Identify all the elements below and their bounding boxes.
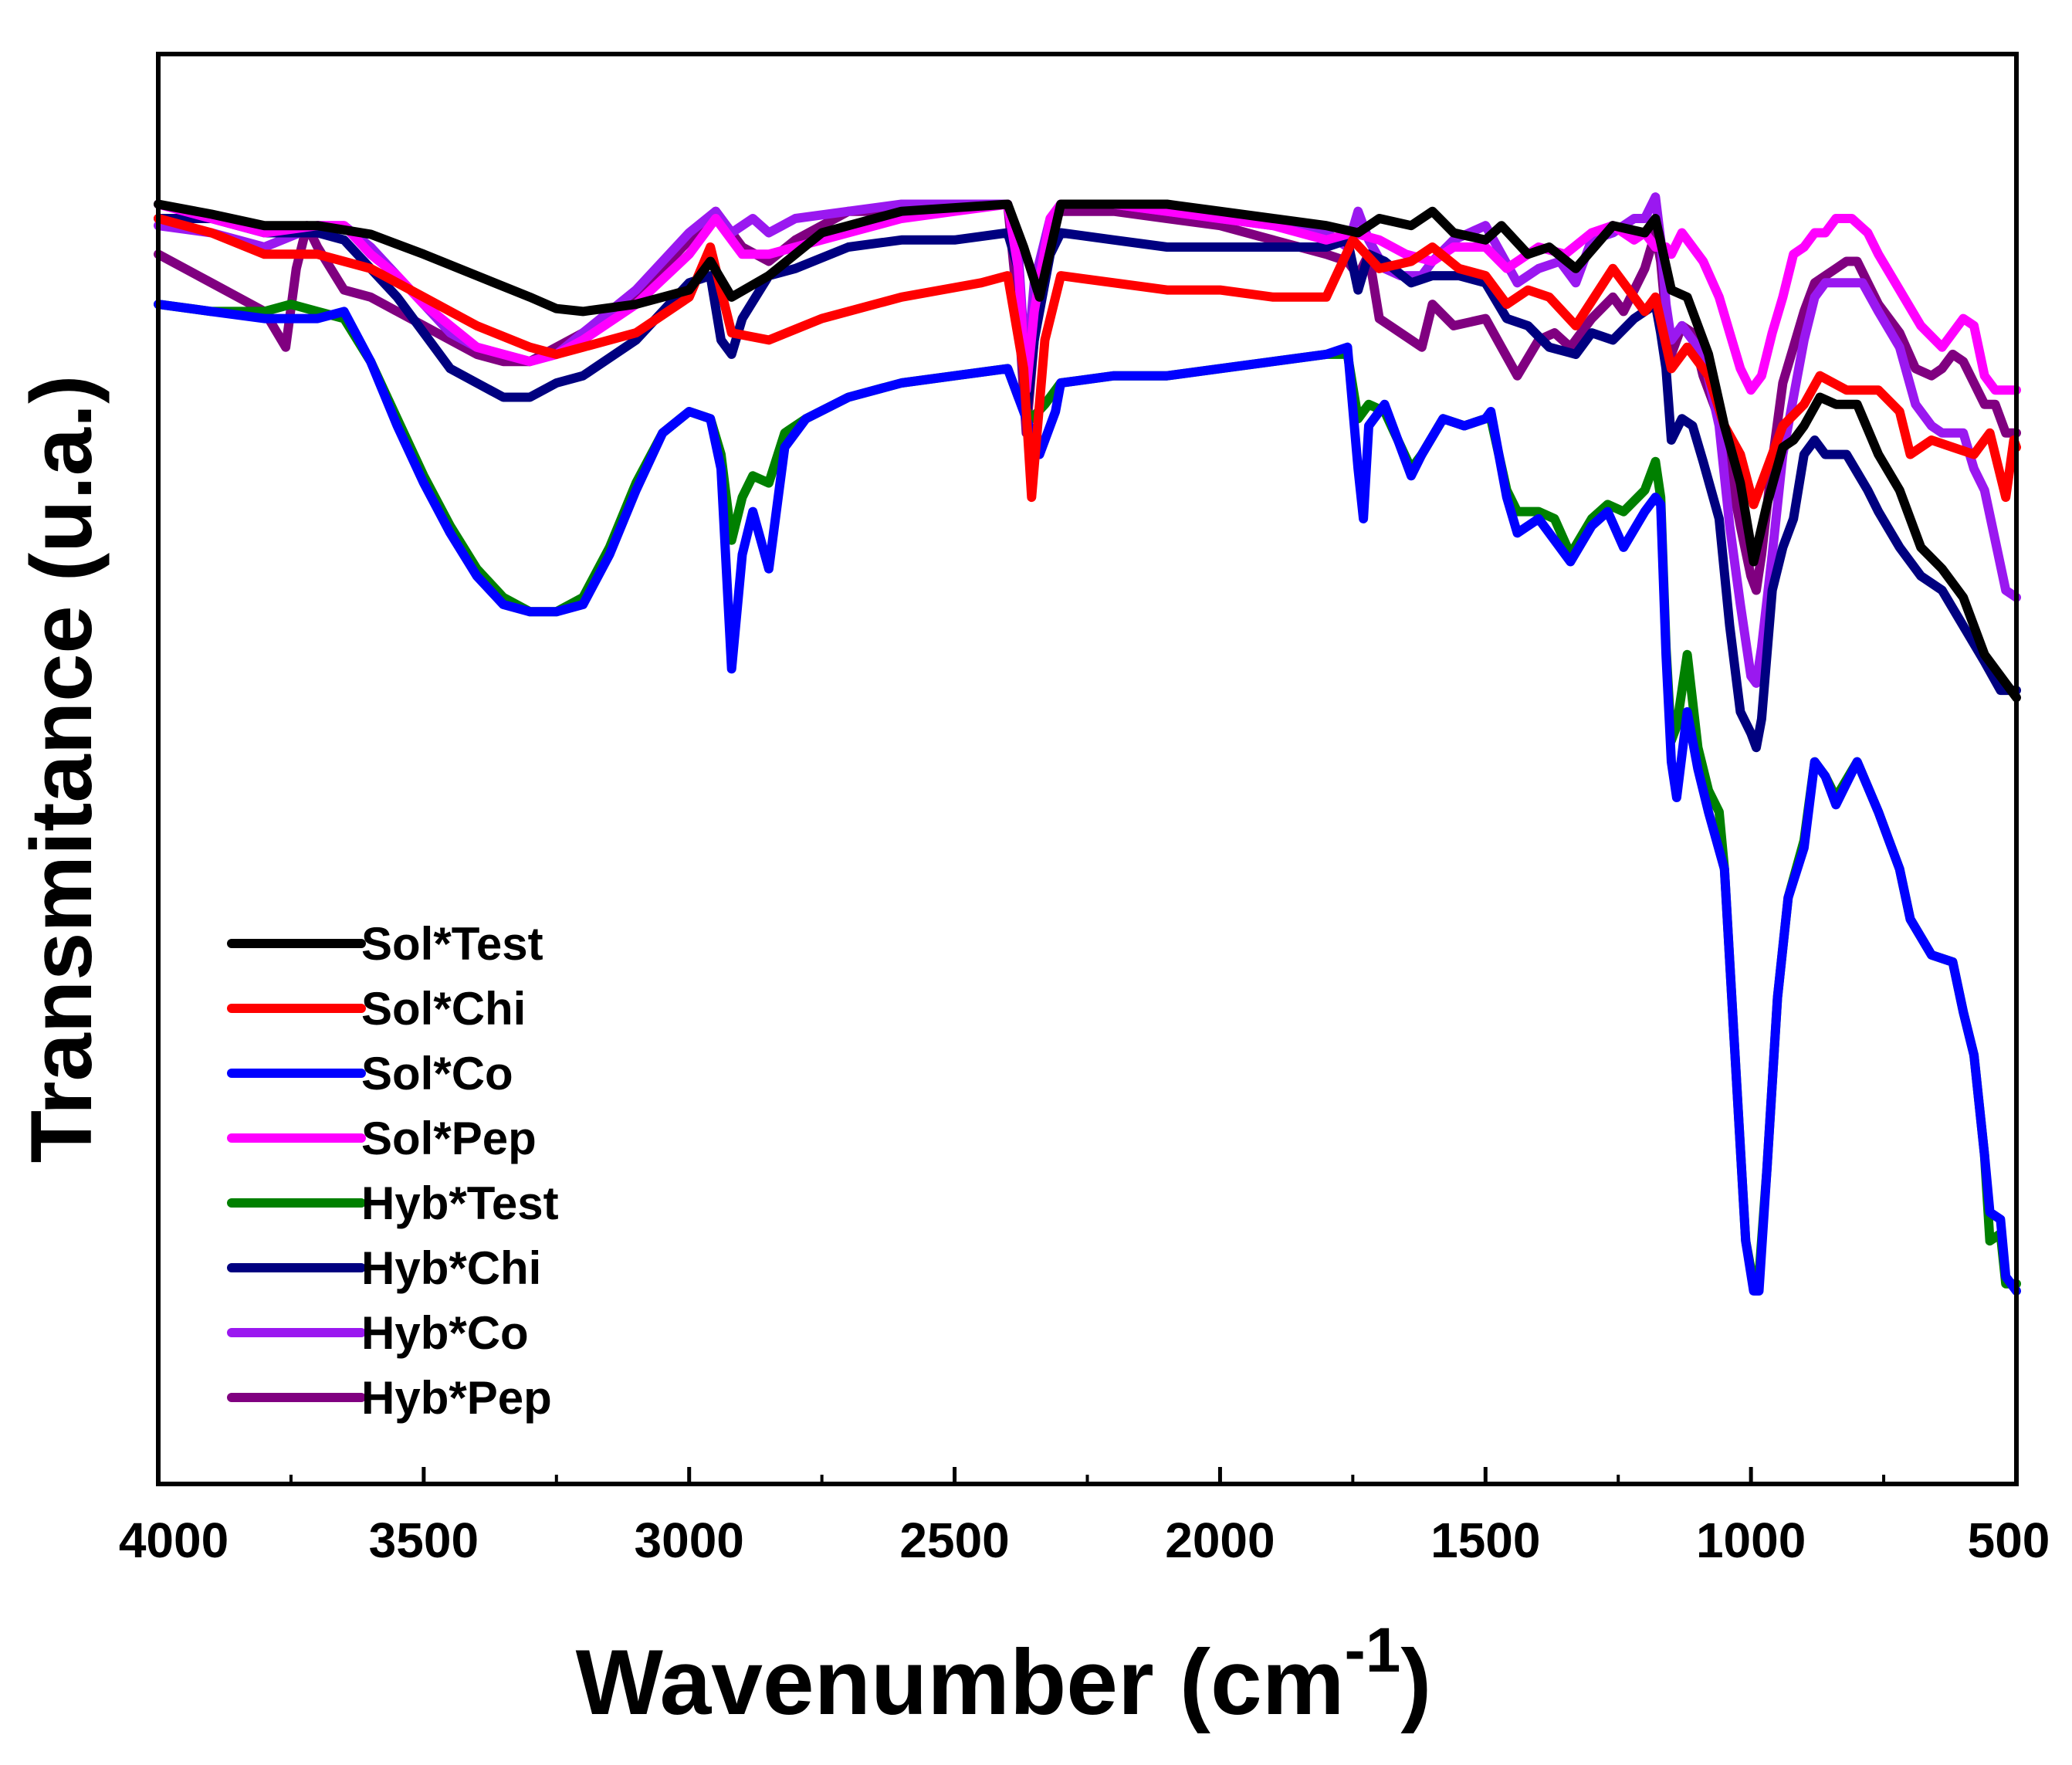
x-tick-label: 2000 <box>1165 1513 1275 1568</box>
x-tick-label: 1500 <box>1430 1513 1540 1568</box>
x-axis-title-main: Wavenumber (cm <box>576 1631 1345 1734</box>
x-tick-label: 4000 <box>119 1513 229 1568</box>
series-line-hyb-chi <box>154 214 2021 753</box>
x-axis-title-superscript: -1 <box>1344 1615 1400 1685</box>
series-layer <box>154 192 2021 1296</box>
x-tick-label: 3000 <box>635 1513 744 1568</box>
x-axis-title: Wavenumber (cm-1) <box>576 1615 1432 1734</box>
x-tick-label: 500 <box>1968 1513 2050 1568</box>
legend-label: Hyb*Co <box>361 1307 529 1359</box>
x-tick-label: 1000 <box>1696 1513 1806 1568</box>
legend-label: Hyb*Pep <box>361 1372 552 1424</box>
x-axis-ticks: 4000 3500 3000 2500 2000 1500 1000 500 <box>119 1467 2050 1568</box>
series-line-sol-test <box>154 199 2021 703</box>
legend-label: Sol*Pep <box>361 1113 537 1164</box>
legend-label: Hyb*Test <box>361 1177 559 1229</box>
legend-label: Sol*Chi <box>361 983 526 1035</box>
x-tick-label: 3500 <box>369 1513 479 1568</box>
series-line-sol-chi <box>154 214 2021 510</box>
series-line-hyb-pep <box>154 199 2021 595</box>
y-axis-title: Transmitance (u.a.) <box>13 375 110 1164</box>
x-tick-label: 2500 <box>899 1513 1009 1568</box>
x-axis-title-close: ) <box>1400 1631 1431 1734</box>
series-line-sol-co <box>154 300 2021 1296</box>
legend: Sol*Test Sol*Chi Sol*Co Sol*Pep Hyb*Test Hyb*… <box>227 918 559 1424</box>
legend-label: Hyb*Chi <box>361 1242 541 1294</box>
legend-label: Sol*Co <box>361 1048 513 1099</box>
legend-label: Sol*Test <box>361 918 543 970</box>
